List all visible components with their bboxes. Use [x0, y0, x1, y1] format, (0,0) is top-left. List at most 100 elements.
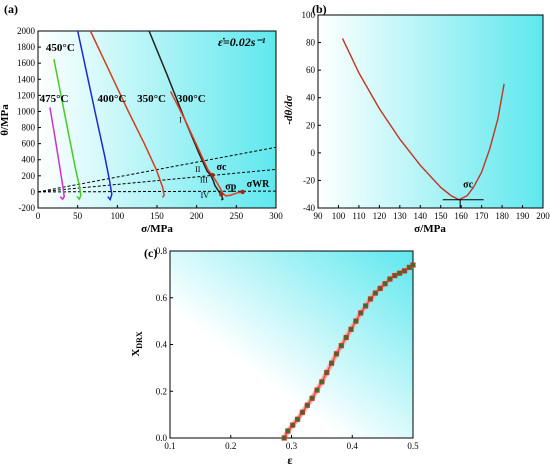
data-point [353, 318, 359, 324]
temperature-label: 400°C [98, 93, 127, 105]
x-tick-label: 0.5 [407, 441, 419, 451]
x-tick-label: 160 [454, 211, 468, 221]
x-tick-label: 100 [111, 211, 125, 221]
y-tick-label: 1200 [17, 90, 36, 100]
y-tick-label: -20 [303, 175, 315, 185]
panel-a-ylabel: θ/MPa [0, 104, 11, 136]
temperature-label: 350°C [137, 93, 166, 105]
data-point [372, 290, 378, 296]
y-tick-label: 200 [22, 171, 36, 181]
region-label: IV [201, 191, 210, 200]
x-tick-label: 190 [516, 211, 530, 221]
y-tick-label: -200 [19, 203, 36, 213]
panel-a: (a) θ/MPa σ/MPa ε̇=0.02s⁻¹ 0 50 100 150 200 2… [0, 2, 283, 235]
x-tick-label: 250 [230, 211, 244, 221]
x-tick-label: 100 [332, 211, 346, 221]
x-tick-label: 0.1 [164, 441, 175, 451]
data-point [281, 435, 287, 441]
data-point [367, 296, 374, 302]
y-tick-label: 0 [31, 187, 36, 197]
panel-a-temperature-labels: 450°C 475°C 400°C 350°C 300°C [40, 42, 206, 105]
y-tick-label: 0 [311, 148, 316, 158]
series-line [53, 59, 82, 201]
x-tick-label: 180 [495, 211, 509, 221]
data-point [294, 416, 301, 422]
x-tick-label: 0.3 [286, 441, 298, 451]
y-tick-label: 0.4 [156, 340, 168, 350]
data-point [410, 262, 416, 268]
y-tick-label: 1600 [17, 58, 36, 68]
data-point [377, 285, 383, 292]
panel-c-plot-area [169, 250, 414, 439]
y-tick-label: 800 [22, 123, 36, 133]
x-tick-label: 140 [414, 211, 428, 221]
y-tick-label: 40 [306, 93, 316, 103]
panel-a-plot-area [37, 30, 277, 209]
y-tick-label: 80 [306, 38, 316, 48]
data-point [392, 272, 398, 279]
panel-b-label: (b) [312, 2, 327, 16]
x-tick-label: 120 [373, 211, 387, 221]
x-tick-label: 0.2 [225, 441, 236, 451]
data-point [333, 351, 340, 357]
data-point [299, 409, 306, 415]
panel-c-ylabel-main: X [130, 349, 142, 357]
x-tick-label: 0.4 [347, 441, 359, 451]
y-tick-label: -40 [303, 203, 315, 213]
series-line [341, 38, 505, 201]
panel-c-xlabel: ε [287, 453, 292, 467]
data-point [328, 360, 335, 366]
region-label: II [195, 165, 201, 174]
panel-b-annotations: σc [442, 180, 484, 208]
data-point [338, 343, 344, 349]
y-tick-label: 0.6 [156, 293, 168, 303]
x-tick-label: 150 [150, 211, 164, 221]
annotation-marker [219, 192, 224, 197]
data-point [382, 281, 388, 287]
y-tick-label: 2000 [17, 26, 36, 36]
annotation-label: σc [463, 180, 473, 191]
data-point [324, 369, 330, 376]
series-line [89, 30, 165, 198]
x-tick-label: 300 [269, 211, 283, 221]
data-point [343, 334, 349, 341]
x-tick-label: 0 [36, 211, 41, 221]
series-line [169, 90, 244, 197]
x-tick-label: 110 [352, 211, 366, 221]
y-tick-label: 400 [22, 155, 36, 165]
x-tick-label: 130 [393, 211, 407, 221]
x-tick-label: 50 [73, 211, 83, 221]
panel-a-axis-ticks: 0 50 100 150 200 250 300-200020040060080010001… [17, 26, 283, 221]
data-point [319, 379, 325, 385]
panel-b-series [341, 38, 505, 201]
y-tick-label: 0.8 [156, 246, 168, 256]
panel-a-strain-rate: ε̇=0.02s⁻¹ [218, 35, 266, 49]
data-point [358, 310, 364, 316]
panel-b: (b) -dθ/dσ σ/MPa 90 100 110 120 130 140 150 160… [283, 2, 550, 235]
data-point [397, 270, 403, 276]
y-tick-label: 600 [22, 139, 36, 149]
data-point [348, 326, 354, 332]
panel-c-axis-ticks: 0.1 0.2 0.3 0.4 0.5 0.0 0.2 0.4 0.6 0.8 [156, 246, 419, 451]
data-point [285, 428, 291, 434]
annotation-marker [210, 172, 215, 178]
x-tick-label: 200 [190, 211, 204, 221]
panel-a-xlabel: σ/MPa [141, 223, 173, 235]
annotation-marker [240, 189, 245, 195]
annotation-label: σc [217, 162, 227, 173]
annotation-label: σWR [247, 179, 270, 190]
panel-a-label: (a) [4, 2, 18, 16]
panel-c-label: (c) [144, 246, 157, 260]
panel-c-series [281, 262, 416, 441]
data-point [314, 387, 320, 393]
y-tick-label: 100 [302, 10, 316, 20]
data-point [290, 422, 296, 428]
temperature-label: 300°C [177, 93, 206, 105]
y-tick-label: 1400 [17, 74, 36, 84]
panel-c-ylabel-sub: DRX [135, 331, 144, 349]
panel-b-ylabel: -dθ/dσ [283, 94, 295, 124]
panel-c: (c) XDRX ε 0.1 0.2 0.3 0.4 0.50.00.20.40.60.… [130, 246, 419, 467]
panel-c-ylabel: XDRX [130, 331, 144, 357]
temperature-label: 450°C [46, 42, 75, 54]
